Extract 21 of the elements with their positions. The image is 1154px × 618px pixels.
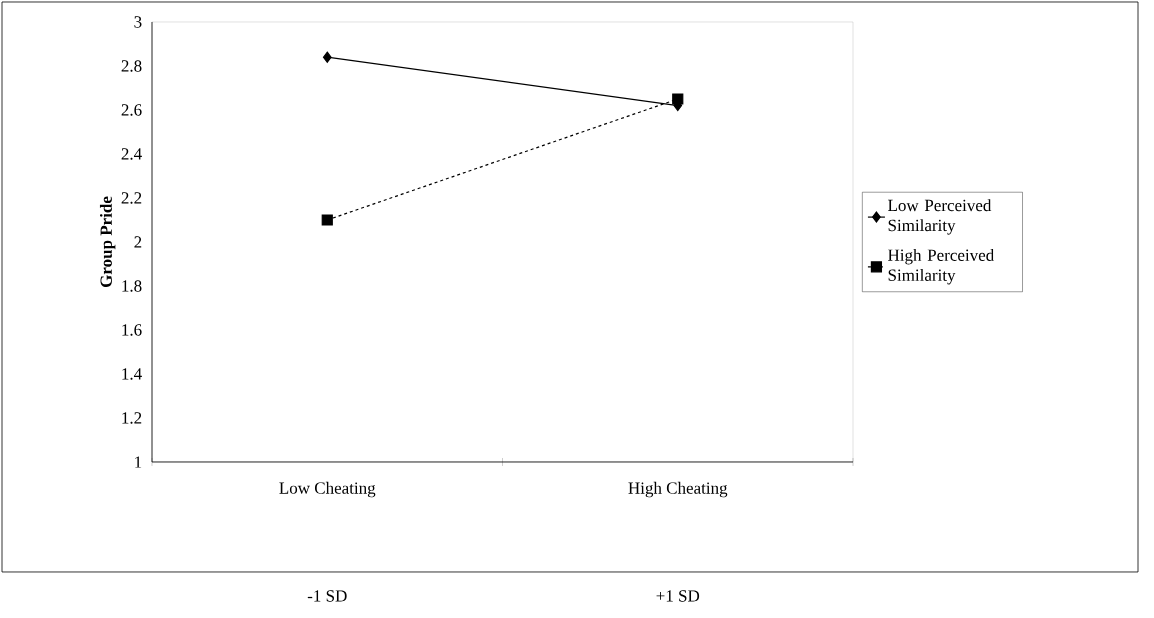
legend-label: High Perceived Similarity <box>888 248 995 285</box>
point <box>672 93 684 105</box>
y-tick-label: 2 <box>134 236 142 248</box>
y-tick-label: 1.2 <box>122 412 142 424</box>
y-tick-label: 1.4 <box>122 368 142 380</box>
y-axis-title: Group Pride <box>99 196 116 288</box>
y-tick-label: 1.6 <box>122 324 142 336</box>
y-tick-label: 2.4 <box>121 148 142 160</box>
legend-label: Low Perceived Similarity <box>888 199 992 235</box>
y-tick-label: 1.8 <box>122 280 142 292</box>
y-tick-label: 1 <box>135 456 142 468</box>
text: -1 SD <box>307 590 347 602</box>
y-tick-label: 2.2 <box>121 192 142 204</box>
text: +1 SD <box>656 590 700 602</box>
y-tick-label: 2.8 <box>121 60 142 72</box>
y-tick-label: 2.6 <box>121 104 142 116</box>
x-tick-label: Low Cheating <box>279 481 376 498</box>
y-tick-label: 3 <box>134 16 142 28</box>
x-tick-label: High Cheating <box>628 481 728 498</box>
point <box>321 214 333 226</box>
point <box>322 51 332 63</box>
